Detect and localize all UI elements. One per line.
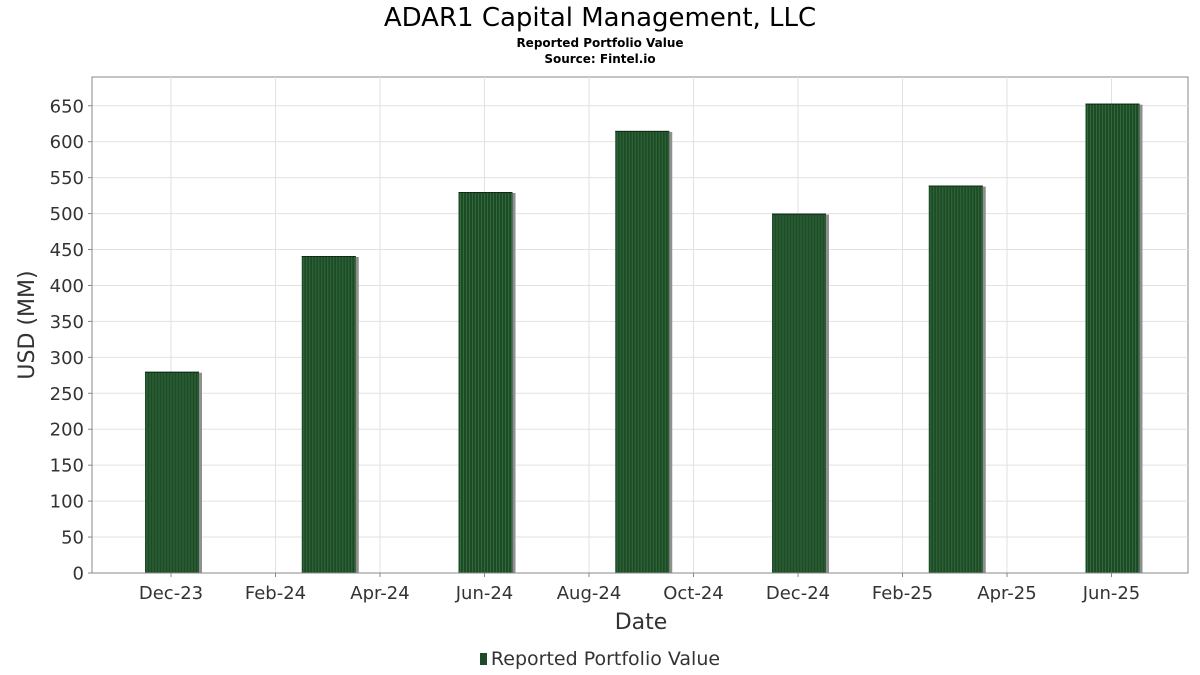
y-tick-label: 400 — [50, 276, 84, 297]
bar-chart: 050100150200250300350400450500550600650 … — [15, 76, 1189, 635]
y-axis-label: USD (MM) — [15, 270, 40, 379]
bar — [458, 192, 513, 573]
x-tick-label: Oct-24 — [663, 583, 724, 604]
bar — [145, 371, 199, 573]
y-tick-label: 100 — [50, 492, 84, 513]
y-tick-label: 350 — [50, 312, 84, 333]
chart-subtitle: Reported Portfolio Value — [516, 36, 684, 50]
bar — [772, 213, 826, 573]
y-tick-label: 650 — [50, 96, 84, 117]
x-tick-label: Feb-24 — [245, 583, 306, 604]
x-ticks: Dec-23 Feb-24 Apr-24 Jun-24 Aug-24 Oct-24 Dec-… — [139, 573, 1140, 604]
bar — [615, 130, 670, 574]
legend-label: Reported Portfolio Value — [490, 648, 721, 670]
y-tick-label: 200 — [50, 420, 84, 441]
legend: Reported Portfolio Value — [0, 647, 1200, 671]
chart-title: ADAR1 Capital Management, LLC — [383, 3, 817, 33]
bar — [301, 255, 356, 573]
x-tick-label: Apr-24 — [350, 583, 409, 604]
x-tick-label: Jun-25 — [1082, 583, 1141, 604]
x-tick-label: Dec-24 — [766, 583, 830, 604]
y-tick-label: 250 — [50, 384, 84, 405]
y-tick-label: 550 — [50, 168, 84, 189]
y-tick-label: 500 — [50, 204, 84, 225]
legend-swatch — [479, 653, 487, 665]
y-tick-label: 0 — [73, 564, 84, 585]
x-tick-label: Aug-24 — [557, 583, 622, 604]
x-tick-label: Dec-23 — [139, 583, 203, 604]
x-tick-label: Jun-24 — [455, 583, 514, 604]
bars — [145, 103, 1143, 574]
x-tick-label: Feb-25 — [872, 583, 933, 604]
bar — [928, 185, 983, 573]
y-tick-label: 50 — [61, 528, 84, 549]
y-tick-label: 450 — [50, 240, 84, 261]
y-tick-label: 300 — [50, 348, 84, 369]
y-tick-label: 150 — [50, 456, 84, 477]
bar — [1085, 103, 1140, 573]
y-tick-label: 600 — [50, 132, 84, 153]
chart-source: Source: Fintel.io — [544, 52, 656, 66]
x-axis-label: Date — [615, 610, 668, 635]
axes — [91, 77, 1188, 574]
x-tick-label: Apr-25 — [977, 583, 1036, 604]
y-ticks: 0 50 100 150 200 250 300 350 400 450 500 550 600 650 — [50, 96, 92, 585]
